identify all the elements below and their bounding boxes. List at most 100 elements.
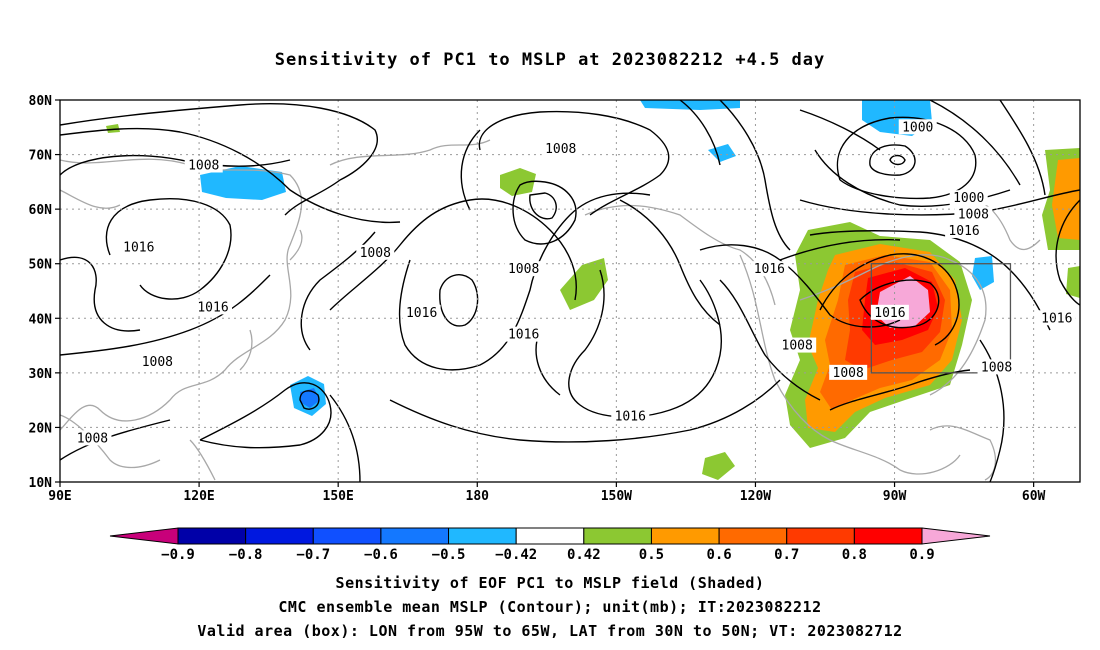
lon-tick-label: 90W: [883, 489, 907, 504]
lat-tick-label: 60N: [29, 203, 53, 218]
contour-line: [819, 253, 960, 346]
contour-label-bg: [750, 261, 789, 277]
contour-label-bg: [1037, 310, 1076, 326]
contour-label: 1000: [902, 120, 933, 135]
contour-line: [999, 100, 1046, 196]
colorbar-label: −0.9: [161, 547, 195, 563]
contour-line: [869, 144, 916, 176]
colorbar-segment: [245, 527, 314, 545]
colorbar-label: 0.9: [909, 547, 934, 563]
contour-label: 1016: [406, 306, 437, 321]
lat-tick-label: 50N: [29, 258, 53, 273]
lat-tick-label: 10N: [29, 476, 53, 491]
lat-tick-label: 40N: [29, 312, 53, 327]
contour-label-bg: [184, 157, 223, 173]
contour-line: [512, 180, 577, 245]
lat-tick-label: 20N: [29, 421, 53, 436]
positive-sensitivity-region: [500, 168, 536, 196]
contour-label: 1016: [508, 328, 539, 343]
contour-label-bg: [138, 353, 177, 369]
contour-label: 1008: [958, 208, 989, 223]
contour-label-bg: [611, 408, 650, 424]
contour-label-bg: [954, 206, 993, 222]
lat-tick-label: 30N: [29, 367, 53, 382]
contour-line: [60, 256, 141, 332]
contour-label: 1016: [754, 262, 785, 277]
contour-line: [799, 109, 881, 151]
contour-label: 1008: [782, 339, 813, 354]
contour-label: 1016: [197, 300, 228, 315]
contour-label: 1000: [953, 191, 984, 206]
contour-line: [329, 198, 577, 311]
colorbar-segment: [650, 527, 720, 545]
contour-line: [699, 244, 901, 328]
colorbar-segment: [448, 527, 517, 545]
contour-label-bg: [977, 359, 1016, 375]
positive-sensitivity-region: [106, 124, 120, 133]
contour-line: [60, 274, 271, 356]
colorbar: −0.9 −0.8 −0.7 −0.6 −0.5 −0.42 0.42 0.5 0.6 0.7 0.…: [109, 527, 991, 563]
colorbar-segment: [786, 527, 855, 545]
contour-line: [679, 100, 721, 166]
lon-tick-label: 180: [466, 489, 490, 504]
contour-label-bg: [504, 261, 543, 277]
map-plot-area: [60, 100, 1080, 482]
contour-label: 1016: [615, 410, 646, 425]
contour-line: [799, 189, 1080, 216]
contour-label: 1008: [833, 366, 864, 381]
contour-label-bg: [119, 239, 158, 255]
contour-line: [105, 198, 232, 300]
contour-line: [529, 192, 557, 220]
contour-label: 1008: [981, 360, 1012, 375]
contour-label-bg: [829, 364, 868, 380]
contour-line: [719, 279, 821, 401]
lon-tick-label: 150E: [323, 489, 354, 504]
negative-sensitivity-region: [972, 256, 994, 290]
contour-line: [719, 100, 791, 251]
colorbar-label: −0.6: [364, 547, 398, 563]
contour-label: 1008: [77, 431, 108, 446]
positive-sensitivity-region: [1066, 266, 1080, 298]
contour-line: [1055, 199, 1080, 306]
contour-label-bg: [504, 326, 543, 342]
positive-sensitivity-region: [560, 258, 608, 310]
colorbar-label: −0.8: [229, 547, 263, 563]
negative-sensitivity-region: [708, 144, 736, 162]
footer-line-1: Sensitivity of EOF PC1 to MSLP field (Sh…: [335, 574, 765, 592]
lat-tick-label: 80N: [29, 94, 53, 109]
contour-label: 1016: [123, 240, 154, 255]
contour-line: [60, 103, 378, 216]
lon-tick-label: 120W: [740, 489, 771, 504]
contour-line: [889, 154, 906, 166]
contour-label: 1008: [188, 158, 219, 173]
contour-line: [929, 100, 1021, 186]
colorbar-segment: [109, 527, 179, 545]
colorbar-segment: [718, 527, 788, 545]
colorbar-label: 0.7: [774, 547, 799, 563]
contour-label-bg: [194, 299, 232, 315]
contour-label-bg: [870, 304, 909, 320]
contour-label: 1008: [508, 262, 539, 277]
colorbar-segment: [380, 527, 450, 545]
positive-sensitivity-region: [1052, 158, 1080, 240]
footer-line-3: Valid area (box): LON from 95W to 65W, L…: [197, 622, 903, 640]
sensitivity-shading: [106, 100, 1080, 480]
contour-line: [619, 199, 721, 326]
contour-label-bg: [356, 244, 395, 260]
footer-line-2: CMC ensemble mean MSLP (Contour); unit(m…: [278, 598, 822, 616]
contour-line: [329, 394, 361, 482]
lat-tick-label: 70N: [29, 149, 53, 164]
contour-line: [398, 192, 651, 371]
map-title: Sensitivity of PC1 to MSLP at 2023082212…: [274, 50, 826, 70]
contour-line: [809, 230, 1051, 331]
colorbar-segment: [312, 527, 382, 545]
contour-line: [389, 379, 781, 443]
negative-sensitivity-region: [200, 166, 286, 200]
colorbar-segment: [853, 527, 923, 545]
contour-label-bg: [949, 190, 988, 206]
contour-line: [836, 116, 977, 200]
contour-line: [859, 279, 940, 329]
map-frame: [59, 99, 1081, 483]
